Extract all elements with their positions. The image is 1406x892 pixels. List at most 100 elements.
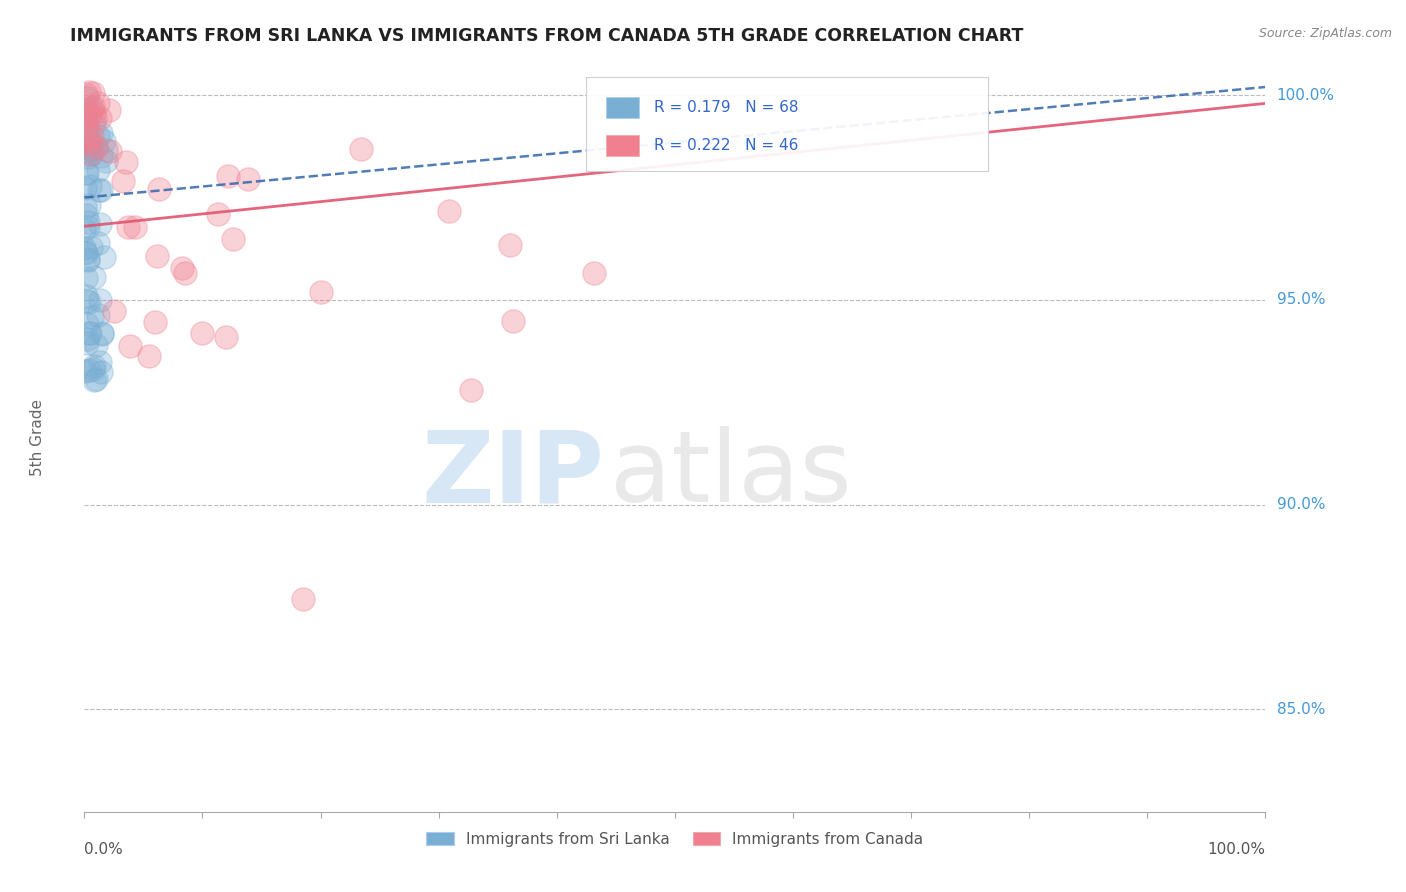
Point — [82, 310, 104, 324]
Point — [83, 373, 105, 387]
Point — [437, 204, 460, 219]
Point — [87, 129, 110, 144]
Point — [103, 303, 125, 318]
Point — [76, 91, 98, 105]
Text: 85.0%: 85.0% — [1277, 702, 1324, 717]
Point — [77, 219, 100, 234]
Point — [143, 315, 166, 329]
Point — [75, 271, 97, 285]
Point — [77, 140, 100, 154]
Point — [77, 363, 100, 377]
Point — [76, 294, 98, 309]
Point — [75, 208, 97, 222]
Point — [291, 591, 314, 606]
Text: IMMIGRANTS FROM SRI LANKA VS IMMIGRANTS FROM CANADA 5TH GRADE CORRELATION CHART: IMMIGRANTS FROM SRI LANKA VS IMMIGRANTS … — [70, 27, 1024, 45]
Point — [217, 169, 239, 183]
Point — [77, 108, 100, 122]
Point — [93, 134, 115, 148]
Point — [80, 129, 103, 144]
Point — [79, 101, 101, 115]
Point — [84, 372, 107, 386]
Point — [79, 106, 101, 120]
Point — [75, 111, 97, 125]
Point — [76, 120, 98, 135]
Point — [82, 86, 104, 100]
Point — [75, 364, 97, 378]
Point — [90, 148, 112, 162]
Point — [349, 142, 371, 156]
Point — [89, 218, 111, 232]
Text: 100.0%: 100.0% — [1277, 87, 1334, 103]
Point — [82, 361, 104, 376]
Point — [77, 136, 100, 150]
Point — [98, 144, 121, 158]
Point — [91, 326, 114, 340]
Point — [207, 206, 229, 220]
Point — [87, 95, 110, 110]
Text: 90.0%: 90.0% — [1277, 497, 1324, 512]
Point — [76, 133, 98, 147]
Point — [83, 359, 105, 373]
Point — [148, 182, 170, 196]
Point — [76, 318, 98, 332]
Point — [84, 140, 107, 154]
Point — [73, 201, 96, 215]
Point — [75, 166, 97, 180]
FancyBboxPatch shape — [606, 136, 640, 156]
Point — [124, 220, 146, 235]
Point — [138, 349, 160, 363]
Point — [87, 236, 110, 251]
Point — [76, 166, 98, 180]
Point — [76, 215, 98, 229]
Point — [75, 87, 97, 101]
Point — [172, 261, 194, 276]
Point — [80, 147, 103, 161]
Text: ZIP: ZIP — [422, 426, 605, 523]
Point — [460, 383, 482, 397]
Point — [79, 130, 101, 145]
Text: 5th Grade: 5th Grade — [30, 399, 45, 475]
Point — [582, 266, 605, 280]
Text: Source: ZipAtlas.com: Source: ZipAtlas.com — [1258, 27, 1392, 40]
Point — [80, 240, 103, 254]
Point — [75, 289, 97, 303]
Point — [94, 143, 117, 157]
Point — [77, 252, 100, 267]
Point — [75, 246, 97, 260]
Point — [91, 326, 114, 341]
Point — [98, 103, 121, 117]
Text: 100.0%: 100.0% — [1208, 842, 1265, 857]
Point — [120, 339, 142, 353]
Point — [90, 365, 112, 379]
Legend: Immigrants from Sri Lanka, Immigrants from Canada: Immigrants from Sri Lanka, Immigrants fr… — [420, 825, 929, 853]
Text: R = 0.179   N = 68: R = 0.179 N = 68 — [654, 100, 799, 114]
Point — [83, 269, 105, 284]
Point — [79, 85, 101, 99]
Point — [75, 102, 97, 116]
Point — [309, 285, 332, 299]
Point — [76, 336, 98, 351]
Point — [215, 330, 238, 344]
Point — [77, 149, 100, 163]
Point — [73, 244, 96, 259]
Point — [80, 147, 103, 161]
Text: 95.0%: 95.0% — [1277, 293, 1324, 308]
Point — [83, 105, 105, 120]
Text: 0.0%: 0.0% — [84, 842, 124, 857]
Point — [79, 295, 101, 310]
Point — [75, 181, 97, 195]
Point — [73, 241, 96, 255]
Point — [86, 140, 108, 154]
Point — [83, 117, 105, 131]
Point — [79, 198, 101, 212]
Point — [236, 171, 259, 186]
Point — [117, 220, 139, 235]
Point — [73, 223, 96, 237]
Point — [79, 326, 101, 340]
Point — [94, 153, 117, 168]
Point — [115, 154, 138, 169]
Text: R = 0.222   N = 46: R = 0.222 N = 46 — [654, 138, 799, 153]
Point — [77, 252, 100, 266]
Point — [84, 337, 107, 351]
Point — [75, 121, 97, 136]
